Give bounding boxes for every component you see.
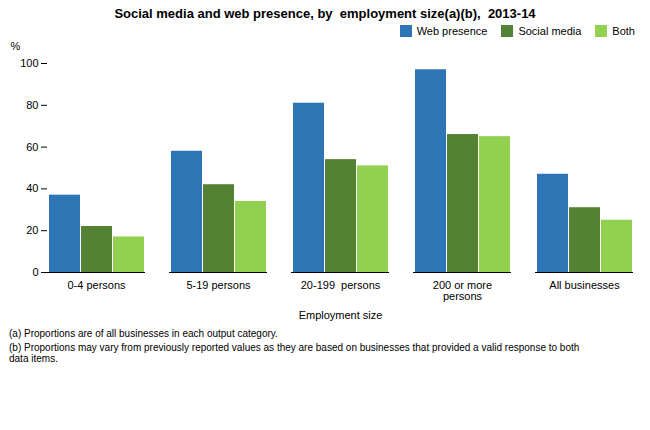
svg-text:80: 80 (26, 99, 38, 111)
svg-text:0-4 persons: 0-4 persons (67, 279, 126, 291)
svg-text:5-19 persons: 5-19 persons (186, 279, 251, 291)
svg-text:20: 20 (26, 224, 38, 236)
svg-text:0: 0 (32, 266, 38, 278)
html-text:(b) Proportions may vary from: (b) Proportions may vary from previously… (9, 342, 580, 364)
html-text:Social media: Social media (518, 25, 582, 37)
svg-text:20-199 persons: 20-199 persons (301, 279, 381, 291)
html-text:Both: Both (612, 25, 635, 37)
svg-text:60: 60 (26, 141, 38, 153)
svg-text:%: % (11, 40, 21, 52)
html-text:Social media and web presence,: Social media and web presence, by employ… (114, 6, 536, 21)
html-text:Web presence: Web presence (416, 25, 488, 37)
svg-text:Employment size: Employment size (299, 309, 383, 321)
svg-text:200 or morepersons: 200 or morepersons (433, 279, 492, 302)
html-text:(a) Proportions are of all bus: (a) Proportions are of all businesses in… (9, 328, 278, 339)
svg-text:100: 100 (20, 57, 38, 69)
svg-text:40: 40 (26, 182, 38, 194)
svg-text:All businesses: All businesses (549, 279, 620, 291)
